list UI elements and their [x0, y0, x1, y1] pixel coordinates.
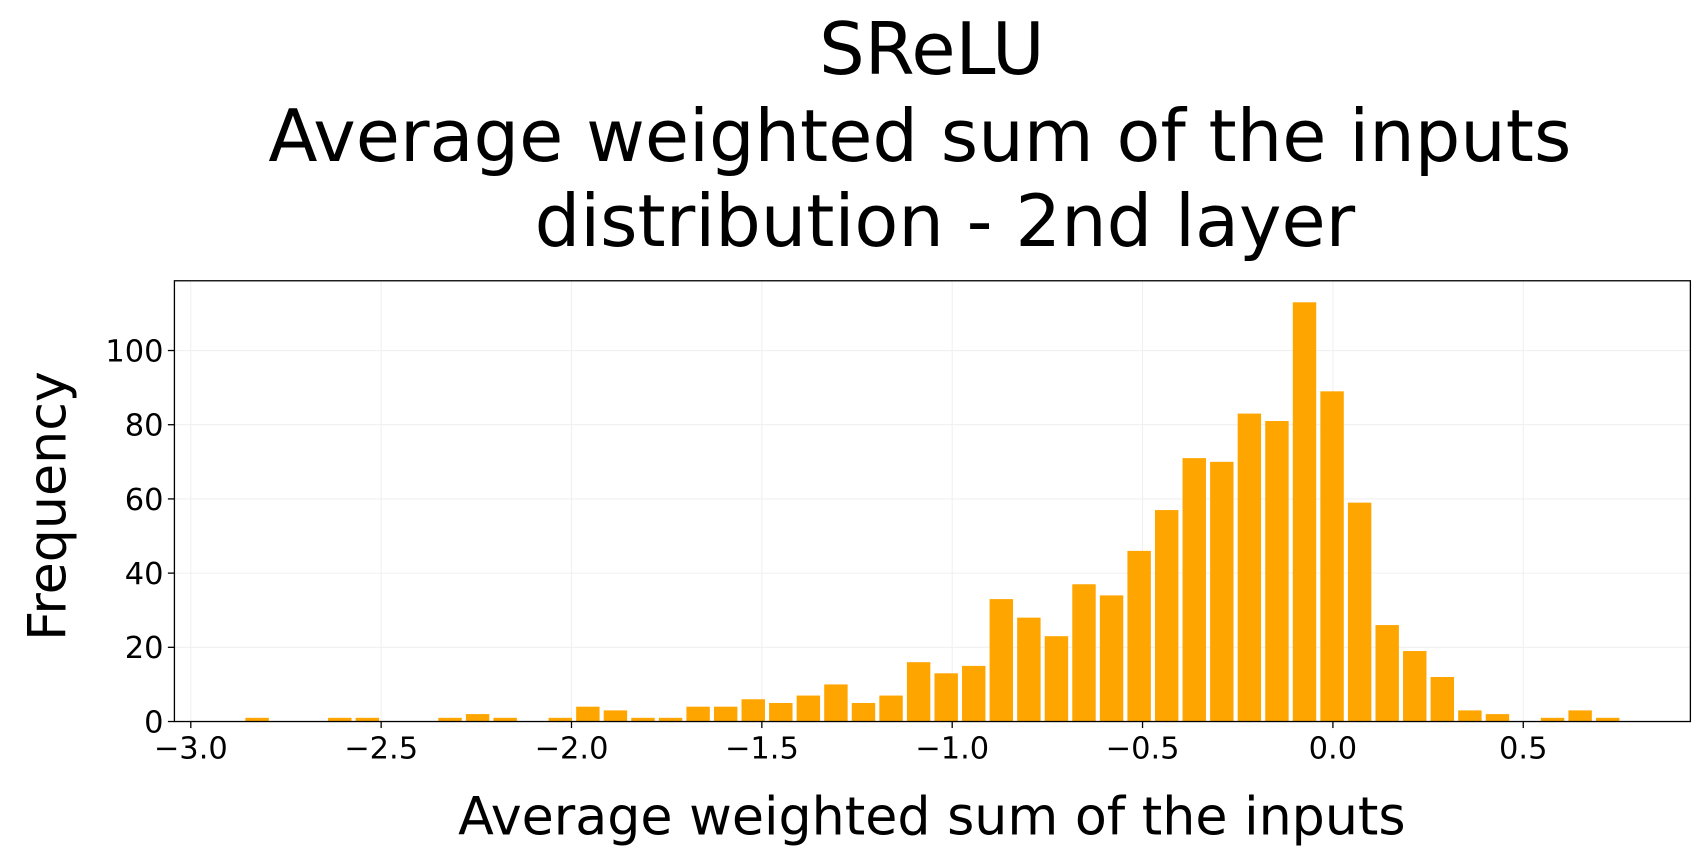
bar [1568, 710, 1592, 722]
bar [1237, 413, 1262, 722]
bar [1182, 458, 1206, 722]
x-tick-label: −1.0 [915, 732, 989, 767]
bar [1320, 391, 1344, 722]
x-tick-label: 0.0 [1309, 732, 1357, 767]
bar [1458, 710, 1482, 722]
x-axis-label: Average weighted sum of the inputs [458, 788, 1405, 848]
y-tick-label: 40 [125, 557, 164, 592]
bar [548, 717, 573, 722]
bar [631, 717, 655, 722]
bar [796, 695, 821, 722]
x-tick-label: −2.5 [344, 732, 418, 767]
x-tick-label: −2.0 [534, 732, 608, 767]
bar [1210, 461, 1234, 722]
x-tick-label: −1.5 [725, 732, 799, 767]
bar [438, 717, 462, 722]
y-tick-label: 60 [125, 483, 164, 518]
x-tick-label: −0.5 [1106, 732, 1180, 767]
bar [1403, 651, 1427, 722]
bar [603, 710, 628, 722]
bar [989, 599, 1014, 722]
chart-title: distribution - 2nd layer [535, 179, 1356, 263]
bar [962, 665, 986, 722]
bar [879, 695, 903, 722]
x-tick-label: 0.5 [1499, 732, 1547, 767]
bar [1292, 302, 1317, 722]
chart-title: SReLU [819, 7, 1044, 91]
bar [934, 673, 958, 722]
bar [493, 717, 517, 722]
bar [1595, 717, 1620, 722]
bar [1375, 625, 1399, 722]
bar [769, 702, 793, 722]
bar [713, 706, 738, 722]
bar [465, 714, 490, 722]
y-tick-label: 0 [144, 705, 163, 740]
bar [1265, 421, 1289, 722]
bar [245, 717, 269, 722]
x-tick-label: −3.0 [154, 732, 228, 767]
bar [1154, 510, 1179, 722]
bar [851, 702, 876, 722]
y-tick-label: 80 [125, 409, 164, 444]
bar [355, 717, 380, 722]
bar [1044, 636, 1069, 722]
bar [328, 717, 352, 722]
y-axis-label: Frequency [19, 371, 79, 641]
bar [1485, 714, 1510, 722]
bar [1072, 584, 1096, 722]
bar [1347, 502, 1372, 722]
bar [1430, 677, 1455, 722]
bar [1540, 717, 1565, 722]
bar [658, 717, 683, 722]
bar [1127, 550, 1151, 722]
bar [906, 662, 931, 722]
plot-frame [173, 280, 1692, 723]
bar [741, 699, 765, 722]
bar [686, 706, 710, 722]
y-tick-label: 20 [125, 631, 164, 666]
y-tick-label: 100 [105, 334, 163, 369]
bar [576, 706, 600, 722]
bar [1099, 595, 1124, 722]
chart-title: Average weighted sum of the inputs [268, 94, 1571, 178]
bar [824, 684, 848, 722]
bar [1017, 617, 1041, 722]
